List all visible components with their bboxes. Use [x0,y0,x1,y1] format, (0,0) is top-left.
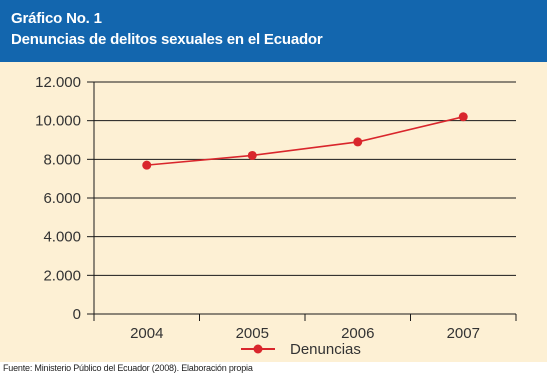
legend: Denuncias [241,341,361,358]
chart-number: Gráfico No. 1 [11,10,102,27]
x-tick-label: 2004 [130,325,163,342]
data-point [458,112,468,122]
y-tick-label: 10.000 [35,113,81,130]
y-tick-label: 4.000 [43,229,81,246]
chart-title: Denuncias de delitos sexuales en el Ecua… [11,31,323,48]
x-tick-label: 2005 [236,325,269,342]
legend-marker-swatch [253,344,263,354]
axes [87,82,516,321]
chart-header: Gráfico No. 1 Denuncias de delitos sexua… [0,0,547,62]
chart-panel [0,62,547,362]
source-note: Fuente: Ministerio Público del Ecuador (… [3,363,253,373]
x-axis-ticks: 2004 2005 2006 2007 [130,314,517,342]
y-tick-label: 8.000 [43,151,81,168]
x-tick-label: 2006 [341,325,374,342]
data-point [247,150,257,160]
y-tick-label: 6.000 [43,190,81,207]
y-tick-label: 0 [73,306,81,323]
data-point [353,137,363,147]
legend-label: Denuncias [290,341,361,358]
y-axis-ticks: 0 2.000 4.000 6.000 8.000 10.000 12.000 [35,74,94,323]
y-tick-label: 2.000 [43,267,81,284]
gridlines [94,81,516,276]
data-point [142,160,152,170]
x-tick-label: 2007 [447,325,480,342]
series-line [146,116,464,166]
series-group [142,112,468,170]
y-tick-label: 12.000 [35,74,81,91]
